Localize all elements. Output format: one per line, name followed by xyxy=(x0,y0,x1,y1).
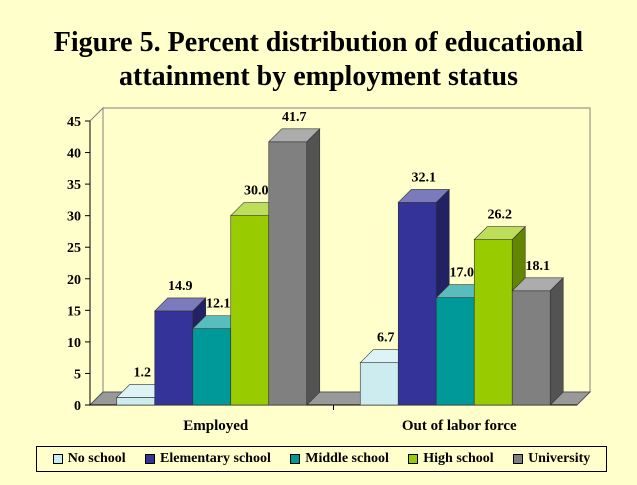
data-label: 30.0 xyxy=(244,184,269,199)
legend-label: University xyxy=(528,451,591,466)
bar xyxy=(230,215,270,406)
data-label: 1.2 xyxy=(134,365,152,380)
y-tick-label: 30 xyxy=(67,210,81,225)
legend-item: No school xyxy=(52,451,126,467)
x-category-label: Out of labor force xyxy=(402,418,517,434)
bar-side xyxy=(306,128,321,406)
legend-item: University xyxy=(513,451,590,467)
y-tick-label: 15 xyxy=(67,304,81,319)
data-label: 14.9 xyxy=(168,279,193,294)
y-tick-label: 35 xyxy=(67,178,81,193)
legend-swatch xyxy=(145,454,156,464)
y-tick-label: 20 xyxy=(67,273,81,288)
bar xyxy=(511,290,551,406)
y-tick-label: 45 xyxy=(67,115,81,130)
y-tick-label: 5 xyxy=(74,367,81,382)
legend-swatch xyxy=(290,454,301,464)
data-label: 17.0 xyxy=(450,266,475,281)
data-label: 26.2 xyxy=(488,208,513,223)
data-label: 41.7 xyxy=(282,110,307,125)
legend-label: High school xyxy=(423,451,494,466)
legend-item: High school xyxy=(408,451,494,467)
legend-swatch xyxy=(52,454,63,464)
legend-swatch xyxy=(408,454,419,464)
bar-side xyxy=(549,277,564,406)
y-tick-label: 0 xyxy=(74,399,81,414)
chart-side-wall xyxy=(89,106,104,407)
legend-label: Elementary school xyxy=(160,451,271,466)
y-tick-label: 25 xyxy=(67,241,81,256)
legend-item: Elementary school xyxy=(145,451,271,467)
bar xyxy=(154,310,194,406)
legend-item: Middle school xyxy=(290,451,389,467)
legend-label: Middle school xyxy=(305,451,389,466)
bar xyxy=(435,297,475,406)
data-label: 18.1 xyxy=(526,259,551,274)
bar xyxy=(397,202,437,406)
bar xyxy=(359,362,399,406)
x-category-label: Employed xyxy=(183,418,249,434)
legend-swatch xyxy=(513,454,524,464)
y-tick-label: 40 xyxy=(67,147,81,162)
bar xyxy=(116,397,156,406)
legend-label: No school xyxy=(67,451,126,466)
chart-legend: No school Elementary school Middle school H… xyxy=(36,446,607,472)
bar xyxy=(268,141,308,406)
data-label: 6.7 xyxy=(377,331,395,346)
data-label: 12.1 xyxy=(206,297,231,312)
chart-title: Figure 5. Percent distribution of educat… xyxy=(53,27,584,92)
bar xyxy=(473,239,513,406)
data-label: 32.1 xyxy=(412,170,437,185)
bar xyxy=(192,328,232,406)
y-tick-label: 10 xyxy=(67,336,81,351)
